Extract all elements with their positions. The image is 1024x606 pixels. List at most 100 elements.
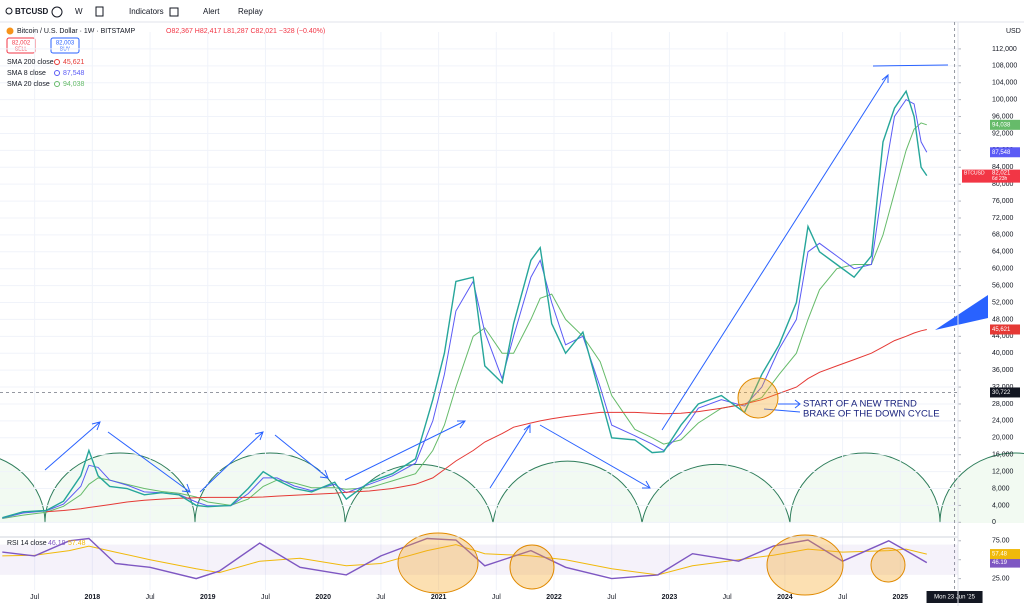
price-tag: [962, 169, 990, 183]
x-tick-label: Jul: [723, 594, 732, 601]
value-tag-label: 94,038: [992, 122, 1011, 128]
arrow: [489, 423, 531, 489]
y-tick-label: 96,000: [992, 113, 1014, 120]
trend-arrows: [44, 64, 949, 493]
value-tag: [990, 557, 1020, 568]
indicator-value: 94,038: [63, 81, 85, 88]
y-tick-label: 16,000: [992, 452, 1014, 459]
x-tick-label: 2018: [85, 594, 101, 601]
value-tag: [990, 324, 1020, 335]
date-label: Mon 23 Jun '25: [934, 595, 976, 601]
y-tick-label: 44,000: [992, 333, 1014, 340]
chart-style[interactable]: [95, 6, 104, 17]
date-tag: [926, 591, 983, 603]
indicator-icon: [54, 81, 60, 87]
rsi-value: 46.19: [48, 540, 66, 547]
x-tick-label: Jul: [492, 594, 501, 601]
highlight-circle: [737, 377, 779, 419]
x-tick-label: 2025: [893, 594, 909, 601]
x-tick-label: 2023: [662, 594, 678, 601]
y-tick-label: 76,000: [992, 198, 1014, 205]
indicator-name: SMA 200 close: [7, 59, 54, 66]
series-line: [46, 329, 927, 513]
arrow: [344, 420, 466, 481]
series-line: [2, 122, 927, 519]
rsi-title: RSI 14 close: [7, 540, 47, 547]
y-tick-label: 80,000: [992, 181, 1014, 188]
buy-price[interactable]: 82,003: [56, 41, 75, 47]
y-tick-label: 40,000: [992, 350, 1014, 357]
interval[interactable]: W: [75, 7, 83, 16]
y-tick-label: 108,000: [992, 63, 1017, 70]
rsi-circle: [397, 532, 479, 594]
indicator-icon: [54, 70, 60, 76]
price-tag: [990, 169, 1020, 183]
y-tick-label: 24,000: [992, 418, 1014, 425]
note-arrows: [763, 399, 801, 413]
layouts[interactable]: [169, 7, 179, 17]
y-tick-label: 48,000: [992, 316, 1014, 323]
y-tick-label: 36,000: [992, 367, 1014, 374]
price-tag-value: 82,021: [992, 171, 1011, 177]
crosshair-label: 30,722: [992, 390, 1011, 396]
y-tick-label: 52,000: [992, 299, 1014, 306]
y-tick-label: 20,000: [992, 435, 1014, 442]
x-tick-label: Jul: [261, 594, 270, 601]
legend-title: Bitcoin / U.S. Dollar · 1W · BITSTAMP: [17, 28, 135, 35]
alert-button[interactable]: Alert: [203, 7, 220, 16]
countdown: 6d 23h: [992, 176, 1008, 182]
x-tick-label: Jul: [838, 594, 847, 601]
y-tick-label: 75.00: [992, 538, 1010, 545]
value-tag: [990, 549, 1020, 560]
crosshair-tag: [990, 387, 1020, 398]
indicator-value: 87,548: [63, 70, 85, 77]
x-tick-label: 2019: [200, 594, 216, 601]
ohlc: O82,367 H82,417 L81,287 C82,021 −328 (−0…: [166, 28, 325, 35]
arrow: [199, 431, 264, 493]
cycle-arc: [492, 460, 643, 524]
annotation: BRAKE OF THE DOWN CYCLE: [803, 409, 940, 420]
y-tick-label: 8,000: [992, 485, 1010, 492]
arrow: [107, 431, 191, 493]
symbol[interactable]: BTCUSD: [15, 7, 49, 16]
value-tag-label: 46.19: [992, 560, 1008, 566]
x-tick-label: 2024: [777, 594, 793, 601]
y-tick-label: 56,000: [992, 282, 1014, 289]
value-tag: [990, 119, 1020, 130]
x-tick-label: Jul: [30, 594, 39, 601]
y-tick-label: 4,000: [992, 502, 1010, 509]
rsi-circle: [509, 544, 555, 590]
series-line: [2, 537, 928, 580]
annotation: START OF A NEW TREND: [803, 399, 917, 410]
y-tick-label: 72,000: [992, 215, 1014, 222]
x-tick-label: Jul: [607, 594, 616, 601]
sell-price[interactable]: 82,002: [12, 41, 31, 47]
coin-icon: [6, 27, 14, 35]
value-tag-label: 57.48: [992, 552, 1008, 558]
y-tick-label: 112,000: [992, 46, 1017, 53]
y-tick-label: 60,000: [992, 266, 1014, 273]
y-tick-label: 104,000: [992, 80, 1017, 87]
rsi-circle: [870, 547, 906, 583]
x-tick-label: 2022: [546, 594, 562, 601]
indicators-button[interactable]: Indicators: [129, 7, 164, 16]
y-tick-label: 92,000: [992, 130, 1014, 137]
arrow: [661, 73, 889, 431]
y-tick-label: 0: [992, 519, 996, 526]
y-tick-label: 25.00: [992, 575, 1010, 582]
search-icon[interactable]: [5, 7, 13, 15]
indicator-name: SMA 8 close: [7, 70, 46, 77]
rsi-circle: [766, 534, 844, 596]
value-tag-label: 87,548: [992, 150, 1011, 156]
price-tag-symbol: BTCUSD: [964, 170, 985, 176]
arrow: [539, 424, 651, 489]
y-tick-label: 32,000: [992, 384, 1014, 391]
top-line: [872, 64, 949, 67]
replay-button[interactable]: Replay: [238, 7, 263, 16]
value-tag: [990, 147, 1020, 158]
add-symbol[interactable]: [51, 6, 63, 18]
x-tick-label: Jul: [376, 594, 385, 601]
value-tag-label: 45,621: [992, 327, 1011, 333]
series-line: [2, 544, 927, 576]
